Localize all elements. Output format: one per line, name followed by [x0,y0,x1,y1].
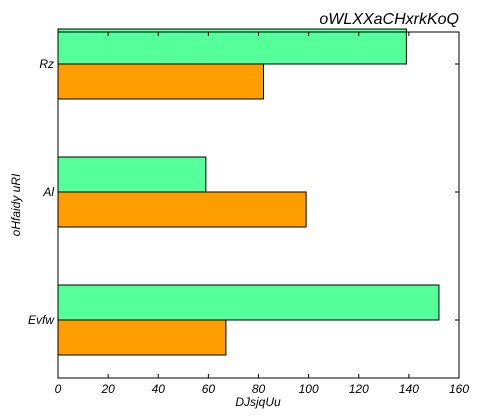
chart-title: oWLXXaCHxrkKoQ [319,11,459,28]
bar-al-series-1 [57,191,307,228]
x-axis-title: DJsjqUu [235,395,281,409]
x-tick-label: 140 [399,382,419,396]
bar-evfw-series-1 [57,319,227,356]
bar-al-series-2 [57,156,207,193]
y-category-label: Al [42,185,54,199]
ticks-layer: 0 20 40 60 80 100 120 140 160 Evfw Al Rz [28,32,469,396]
x-tick-label: 60 [202,382,216,396]
x-tick-label: 20 [100,382,115,396]
y-axis-title: oHfaidy uRI [9,173,23,236]
bars-layer [57,28,440,356]
x-tick-label: 100 [299,382,319,396]
x-tick-label: 120 [349,382,369,396]
x-tick-label: 40 [152,382,166,396]
bar-rz-series-1 [57,63,265,100]
bar-evfw-series-2 [57,284,440,321]
bar-rz-series-2 [57,28,407,65]
y-category-label: Evfw [28,313,55,327]
x-tick-label: 80 [252,382,266,396]
y-category-label: Rz [39,57,54,71]
x-tick-label: 0 [55,382,62,396]
x-tick-label: 160 [449,382,469,396]
